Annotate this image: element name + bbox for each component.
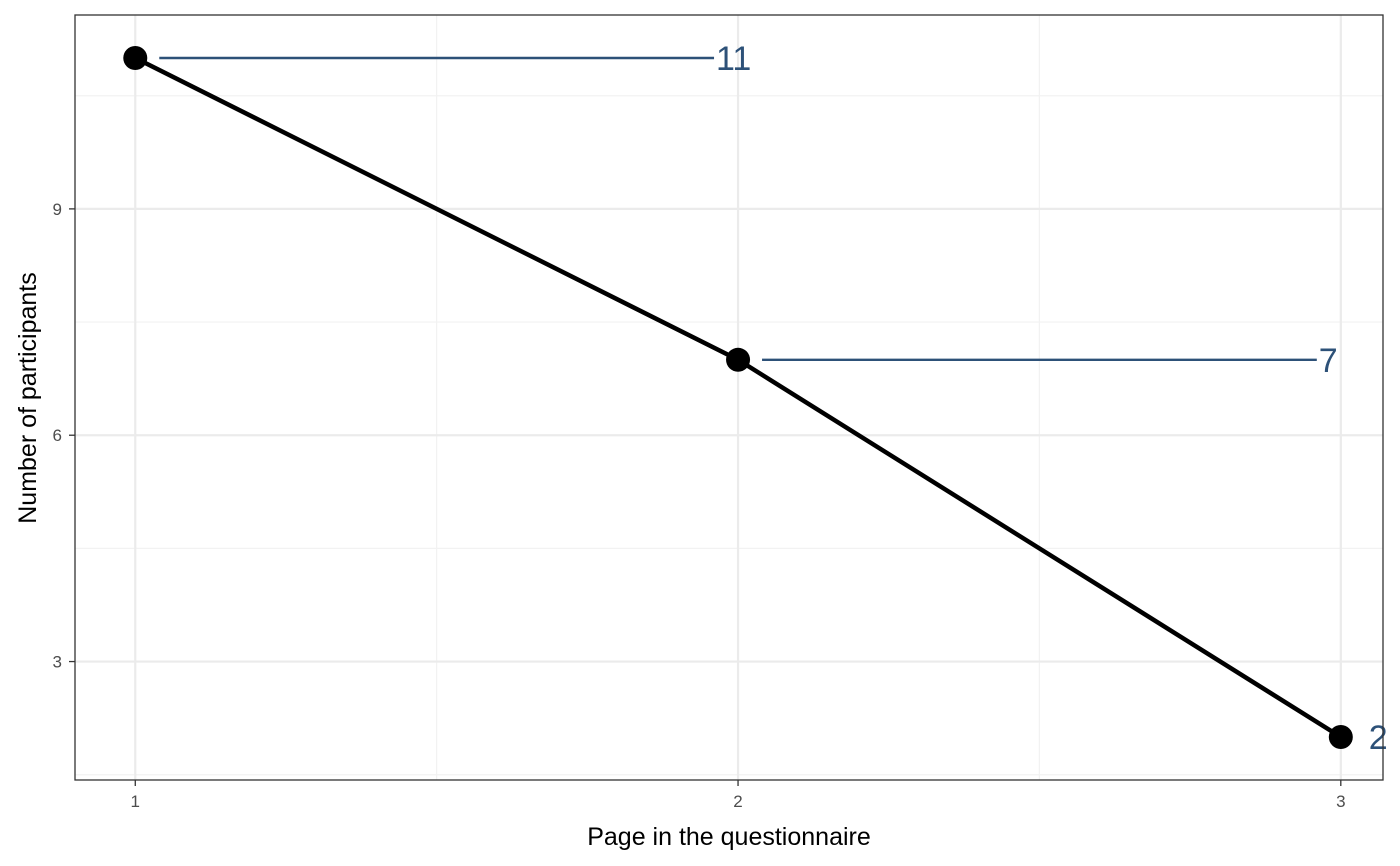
major-gridlines: [75, 15, 1383, 780]
x-tick-label: 2: [733, 792, 742, 811]
plot-background: [75, 15, 1383, 780]
minor-gridlines: [75, 15, 1383, 780]
data-label: 11: [716, 40, 751, 78]
y-axis-title: Number of participants: [14, 272, 42, 524]
data-label: 7: [1319, 342, 1338, 380]
data-point: [726, 347, 751, 372]
data-label: 2: [1369, 719, 1388, 757]
data-point: [1328, 724, 1353, 749]
label-connectors: [159, 56, 1317, 361]
y-tick-label: 6: [53, 426, 62, 445]
y-axis-ticks: 3 6 9: [53, 200, 75, 672]
plot-border: [74, 14, 1384, 781]
x-axis-ticks: 1 2 3: [131, 780, 1346, 811]
y-tick-label: 9: [53, 200, 62, 219]
x-tick-label: 1: [131, 792, 140, 811]
x-axis-title: Page in the questionnaire: [587, 823, 871, 851]
data-point: [123, 46, 148, 71]
x-tick-label: 3: [1336, 792, 1345, 811]
data-points: [123, 46, 1353, 749]
y-tick-label: 3: [53, 653, 62, 672]
